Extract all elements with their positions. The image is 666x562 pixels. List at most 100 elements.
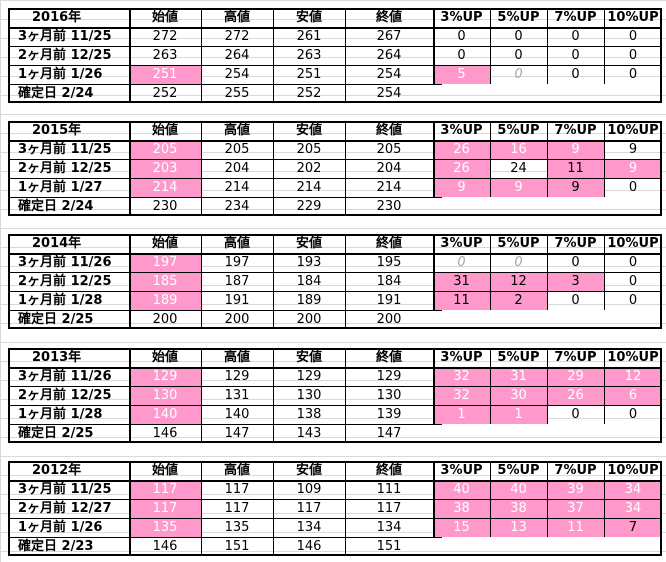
row-label[interactable]: 1ヶ月前 1/27 (18, 180, 103, 195)
table-cell[interactable]: 129 (129, 367, 201, 386)
table-cell[interactable]: 205 (129, 140, 201, 159)
table-cell[interactable]: 254 (376, 67, 402, 82)
table-cell[interactable]: 0 (628, 407, 638, 422)
table-cell[interactable]: 229 (296, 199, 322, 214)
table-cell[interactable] (547, 310, 604, 329)
column-header[interactable]: 終値 (375, 123, 402, 138)
table-cell[interactable]: 254 (376, 86, 402, 101)
table-cell[interactable]: 111 (376, 482, 402, 497)
table-cell[interactable]: 37 (547, 499, 604, 518)
table-cell[interactable]: 34 (604, 499, 662, 518)
table-cell[interactable]: 31 (490, 367, 547, 386)
row-label[interactable]: 1ヶ月前 1/26 (18, 67, 103, 82)
table-cell[interactable]: 200 (376, 312, 402, 327)
table-cell[interactable]: 117 (224, 501, 250, 516)
table-cell[interactable]: 140 (129, 405, 201, 424)
table-cell[interactable]: 0 (571, 293, 580, 308)
column-header[interactable]: 5%UP (497, 350, 540, 365)
table-cell[interactable]: 0 (457, 48, 466, 63)
table-cell[interactable] (433, 310, 490, 329)
table-cell[interactable]: 117 (224, 482, 250, 497)
table-cell[interactable]: 0 (628, 67, 638, 82)
column-header[interactable]: 10%UP (607, 236, 659, 251)
column-header[interactable]: 安値 (295, 350, 322, 365)
table-cell[interactable]: 252 (152, 86, 178, 101)
table-cell[interactable]: 197 (129, 253, 201, 272)
column-header[interactable]: 始値 (151, 350, 178, 365)
table-cell[interactable]: 0 (514, 67, 523, 82)
table-cell[interactable]: 12 (604, 367, 662, 386)
table-cell[interactable]: 147 (224, 426, 250, 441)
table-cell[interactable]: 0 (628, 48, 638, 63)
table-cell[interactable]: 193 (296, 255, 322, 270)
table-cell[interactable]: 26 (433, 159, 490, 178)
year-title[interactable]: 2016年 (32, 10, 82, 25)
table-cell[interactable]: 0 (571, 255, 580, 270)
year-title[interactable]: 2015年 (32, 123, 82, 138)
table-cell[interactable] (490, 424, 547, 443)
column-header[interactable]: 7%UP (554, 236, 597, 251)
table-cell[interactable] (604, 197, 662, 216)
table-cell[interactable]: 252 (296, 86, 322, 101)
table-cell[interactable]: 26 (547, 386, 604, 405)
table-cell[interactable]: 234 (224, 199, 250, 214)
column-header[interactable]: 10%UP (607, 123, 659, 138)
row-label[interactable]: 3ヶ月前 11/25 (18, 142, 112, 157)
table-cell[interactable]: 189 (296, 293, 322, 308)
row-label[interactable]: 3ヶ月前 11/26 (18, 255, 112, 270)
column-header[interactable]: 高値 (223, 10, 250, 25)
table-cell[interactable]: 0 (457, 255, 466, 270)
table-cell[interactable]: 0 (628, 274, 638, 289)
table-cell[interactable]: 129 (224, 369, 250, 384)
row-label[interactable]: 2ヶ月前 12/25 (18, 274, 112, 289)
column-header[interactable]: 5%UP (497, 123, 540, 138)
table-cell[interactable]: 200 (152, 312, 178, 327)
table-cell[interactable]: 9 (604, 159, 662, 178)
table-cell[interactable] (433, 424, 490, 443)
table-cell[interactable]: 0 (571, 29, 580, 44)
table-cell[interactable]: 2 (490, 291, 547, 310)
column-header[interactable]: 7%UP (554, 123, 597, 138)
table-cell[interactable]: 263 (296, 48, 322, 63)
table-cell[interactable]: 117 (129, 499, 201, 518)
row-label[interactable]: 2ヶ月前 12/25 (18, 48, 112, 63)
table-cell[interactable] (604, 84, 662, 103)
table-cell[interactable]: 134 (376, 520, 402, 535)
table-cell[interactable]: 202 (296, 161, 322, 176)
table-cell[interactable]: 38 (433, 499, 490, 518)
column-header[interactable]: 安値 (295, 236, 322, 251)
table-cell[interactable]: 7 (604, 518, 662, 537)
table-cell[interactable]: 0 (571, 67, 580, 82)
table-cell[interactable]: 0 (571, 48, 580, 63)
table-cell[interactable]: 138 (296, 407, 322, 422)
table-cell[interactable]: 195 (376, 255, 402, 270)
table-cell[interactable]: 129 (376, 369, 402, 384)
table-cell[interactable]: 187 (224, 274, 250, 289)
table-cell[interactable]: 29 (547, 367, 604, 386)
row-label[interactable]: 2ヶ月前 12/27 (18, 501, 112, 516)
table-cell[interactable] (433, 84, 490, 103)
table-cell[interactable]: 15 (433, 518, 490, 537)
column-header[interactable]: 始値 (151, 10, 178, 25)
table-cell[interactable]: 9 (547, 140, 604, 159)
table-cell[interactable]: 189 (129, 291, 201, 310)
column-header[interactable]: 10%UP (607, 463, 659, 478)
table-cell[interactable]: 24 (510, 161, 527, 176)
table-cell[interactable]: 40 (490, 480, 547, 499)
table-cell[interactable]: 26 (433, 140, 490, 159)
year-title[interactable]: 2014年 (32, 236, 82, 251)
table-cell[interactable]: 130 (376, 388, 402, 403)
table-cell[interactable] (490, 310, 547, 329)
table-cell[interactable] (547, 84, 604, 103)
table-cell[interactable]: 230 (376, 199, 402, 214)
column-header[interactable]: 7%UP (554, 463, 597, 478)
table-cell[interactable]: 205 (296, 142, 322, 157)
row-label[interactable]: 2ヶ月前 12/25 (18, 388, 112, 403)
column-header[interactable]: 高値 (223, 463, 250, 478)
table-cell[interactable]: 185 (129, 272, 201, 291)
table-cell[interactable]: 9 (628, 142, 638, 157)
table-cell[interactable]: 40 (433, 480, 490, 499)
table-cell[interactable]: 0 (628, 255, 638, 270)
table-cell[interactable]: 140 (224, 407, 250, 422)
table-cell[interactable]: 1 (490, 405, 547, 424)
